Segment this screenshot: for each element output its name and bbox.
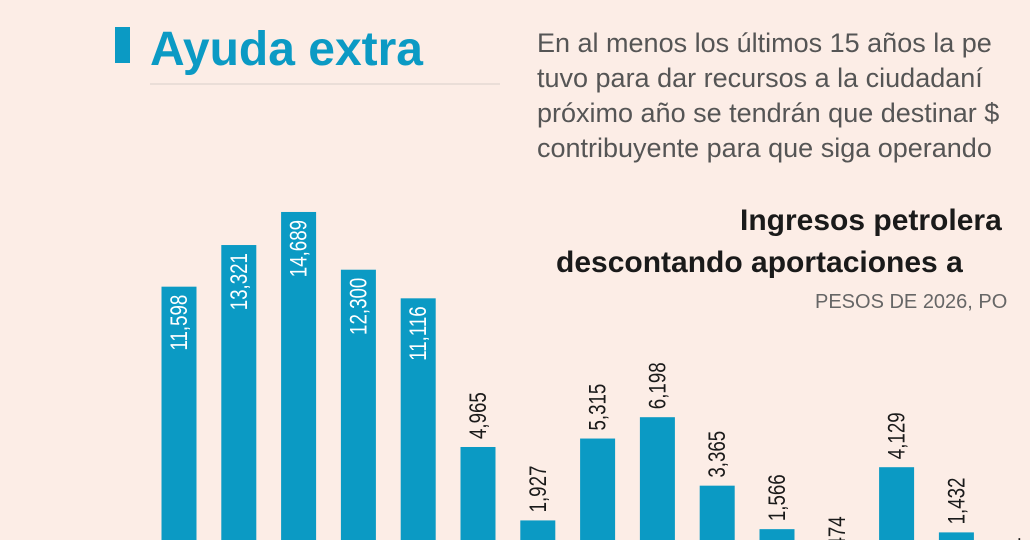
- bar: [221, 245, 257, 540]
- bar: [580, 438, 616, 540]
- bar: [759, 529, 795, 540]
- value-label: 11,598: [166, 295, 193, 351]
- chart-subtitle: PESOS DE 2026, PO: [815, 291, 1007, 313]
- intro-line: tuvo para dar recursos a la ciudadaní: [537, 63, 983, 93]
- chart-title: Ingresos petrolera: [740, 204, 1002, 237]
- value-label: 3,365: [704, 431, 731, 478]
- value-label: 11,116: [405, 306, 432, 360]
- value-label: 13,321: [226, 253, 253, 310]
- bar: [400, 298, 436, 540]
- intro-line: En al menos los últimos 15 años la pe: [537, 28, 992, 58]
- value-label: 5,315: [584, 384, 611, 431]
- value-label: 1,927: [525, 466, 552, 513]
- bar: [340, 269, 376, 540]
- bar: [520, 520, 556, 540]
- bar: [639, 417, 675, 540]
- bar: [281, 211, 317, 540]
- value-label: 4,129: [883, 412, 910, 459]
- value-label: 6,198: [644, 362, 671, 409]
- value-label: 474: [824, 516, 851, 540]
- page-title: Ayuda extra: [150, 23, 423, 76]
- value-label: 12,300: [345, 278, 372, 335]
- value-label: 14,689: [285, 220, 312, 277]
- bar: [879, 467, 915, 540]
- intro-line: contribuyente para que siga operando: [537, 133, 992, 163]
- intro-line: próximo año se tendrán que destinar $: [537, 98, 999, 128]
- value-label: 24: [1003, 538, 1030, 540]
- chart-title: descontando aportaciones a: [556, 246, 963, 279]
- bar: [699, 485, 735, 540]
- bar: [938, 532, 974, 540]
- value-label: 4,965: [465, 392, 492, 439]
- bar: [161, 286, 197, 540]
- value-label: 1,566: [764, 474, 791, 521]
- bar: [460, 446, 496, 540]
- value-label: 1,432: [943, 478, 970, 525]
- title-marker: [115, 27, 130, 63]
